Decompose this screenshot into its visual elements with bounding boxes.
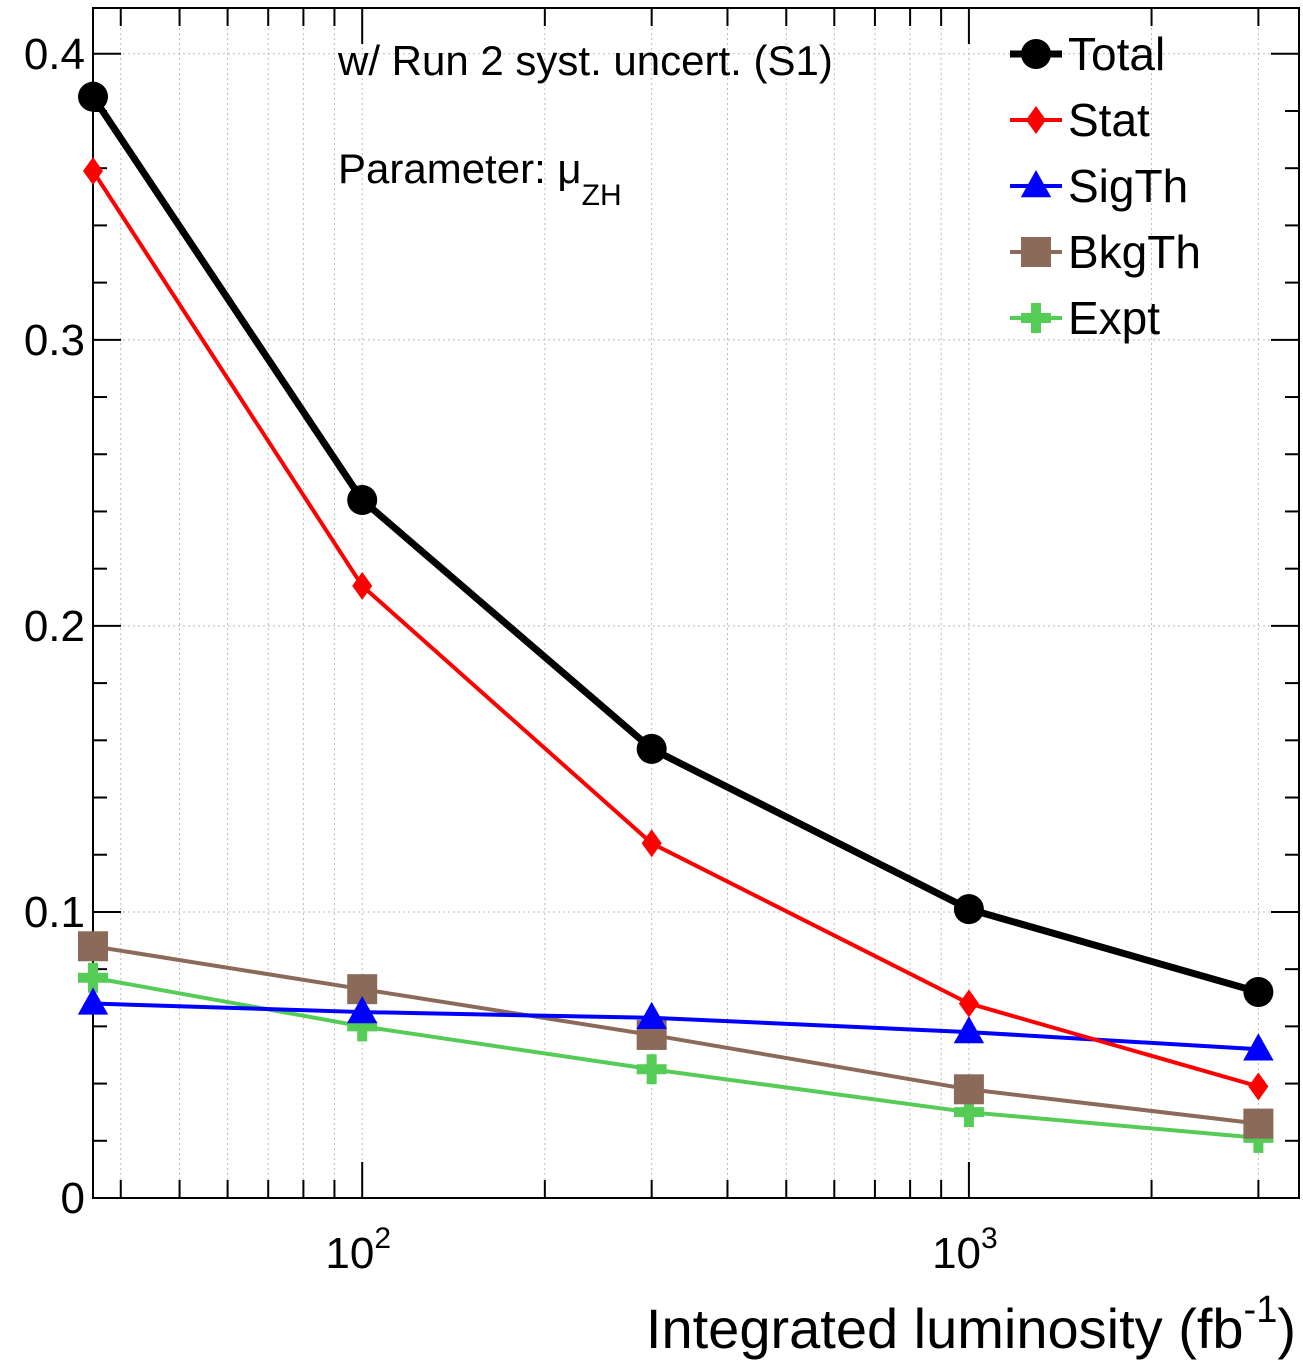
data-point (1243, 977, 1274, 1008)
x-axis-title-sup: -1 (1244, 1289, 1278, 1331)
data-point (352, 571, 373, 600)
data-point (77, 987, 109, 1015)
y-tick-label: 0.1 (24, 888, 85, 937)
data-point (1243, 1033, 1274, 1061)
annotation-run2: w/ Run 2 syst. uncert. (S1) (337, 37, 833, 84)
data-point (78, 931, 108, 962)
data-point (1248, 1072, 1269, 1101)
annotation-parameter-main: Parameter: μ (338, 145, 582, 192)
data-point (953, 1074, 984, 1105)
series-group (77, 81, 1274, 1153)
annotation-parameter: Parameter: μZH (338, 145, 622, 212)
x-axis-title: Integrated luminosity (fb-1) (646, 1289, 1296, 1360)
legend-label: BkgTh (1068, 226, 1201, 278)
legend-label: Stat (1068, 94, 1150, 146)
series-stat (83, 157, 1269, 1101)
legend-marker-icon (1026, 106, 1046, 134)
series-expt (78, 962, 1274, 1153)
legend-label: Total (1068, 28, 1165, 80)
data-point (953, 894, 984, 925)
data-point (641, 829, 662, 858)
data-point (636, 1054, 667, 1085)
legend-label: SigTh (1068, 160, 1188, 212)
legend-item-bkgth: BkgTh (1010, 226, 1201, 278)
y-tick-label: 0 (61, 1174, 85, 1223)
x-axis-title-main: Integrated luminosity (fb (646, 1297, 1244, 1360)
data-point (347, 1011, 378, 1042)
data-point (83, 157, 103, 186)
legend-item-stat: Stat (1010, 94, 1150, 146)
legend-marker-icon (1020, 170, 1052, 198)
data-point (636, 733, 667, 764)
plot-frame (92, 7, 1300, 1199)
axes: 0 0.1 0.2 0.3 0.4 102 103 (24, 7, 1300, 1278)
legend-marker-icon (1021, 303, 1051, 333)
legend-marker-icon (1021, 39, 1051, 69)
legend: Total Stat SigTh BkgTh Expt (1010, 28, 1201, 344)
y-tick-label: 0.3 (24, 316, 85, 365)
legend-item-expt: Expt (1010, 292, 1160, 344)
data-point (953, 1016, 985, 1044)
legend-item-total: Total (1010, 28, 1165, 80)
data-point (1243, 1108, 1274, 1139)
series-line (92, 1001, 1259, 1052)
data-point (78, 962, 108, 993)
data-point (953, 1097, 984, 1128)
series-total (78, 81, 1274, 1008)
series-sigth (77, 987, 1274, 1061)
series-bkgth (78, 931, 1274, 1139)
y-tick-label: 0.4 (24, 30, 85, 79)
y-tick-label: 0.2 (24, 602, 85, 651)
data-point (347, 485, 378, 516)
x-tick-label: 102 (325, 1222, 391, 1278)
legend-label: Expt (1068, 292, 1160, 344)
legend-marker-icon (1021, 237, 1051, 267)
legend-item-sigth: SigTh (1010, 160, 1188, 212)
x-tick-label: 103 (932, 1222, 998, 1278)
data-point (958, 989, 979, 1018)
data-point (346, 996, 378, 1024)
x-axis-title-close: ) (1277, 1297, 1296, 1360)
annotation-parameter-sub: ZH (582, 179, 622, 212)
data-point (78, 81, 108, 112)
data-point (636, 1001, 667, 1029)
